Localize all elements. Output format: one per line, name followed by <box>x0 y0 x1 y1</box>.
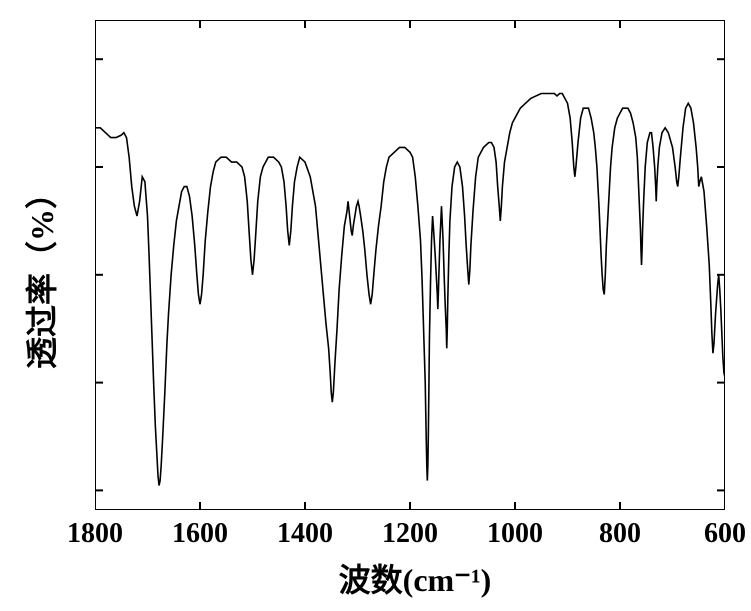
y-axis-label: 透过率（%） <box>17 173 63 373</box>
ir-spectrum-figure: 透过率（%） 波数(cm⁻¹) 1800 1600 1400 1200 1000 800 6… <box>0 0 751 611</box>
x-tick-label: 1800 <box>67 518 123 550</box>
x-tick-label: 1200 <box>382 518 438 550</box>
x-tick-label: 1400 <box>277 518 333 550</box>
plot-border <box>95 20 725 510</box>
plot-svg <box>95 20 725 510</box>
spectrum-line <box>95 94 725 486</box>
x-tick-label: 600 <box>704 518 746 550</box>
plot-area <box>95 20 725 510</box>
x-tick-label: 800 <box>599 518 641 550</box>
x-axis-label: 波数(cm⁻¹) <box>275 555 555 601</box>
x-tick-label: 1000 <box>487 518 543 550</box>
x-tick-label: 1600 <box>172 518 228 550</box>
